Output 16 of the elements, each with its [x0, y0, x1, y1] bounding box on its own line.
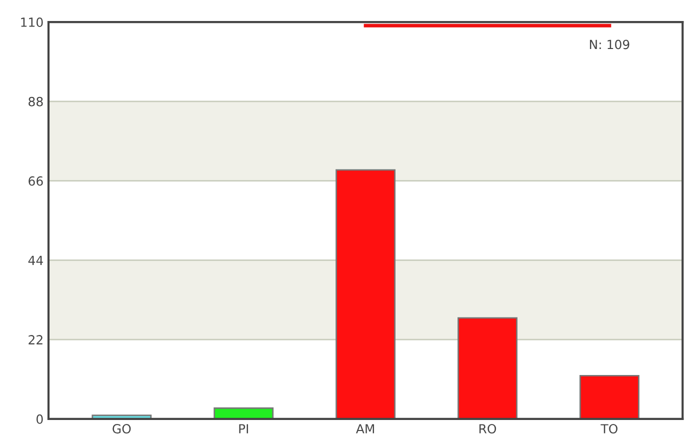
bar: [579, 374, 640, 419]
bar: [336, 169, 396, 419]
annotation: N: 109: [590, 40, 630, 50]
x-tick-label: AM: [356, 424, 374, 434]
x-tick-label: PI: [239, 424, 248, 434]
y-tick-label: 66: [28, 176, 43, 186]
y-tick-label: 110: [21, 18, 43, 27]
y-tick-label: 88: [28, 96, 43, 106]
x-tick-label: RO: [479, 424, 496, 434]
bar: [214, 407, 274, 419]
y-tick-label: 22: [28, 335, 42, 344]
y-tick-label: 0: [36, 414, 43, 424]
x-tick-label: TO: [600, 424, 618, 434]
x-tick-label: GO: [112, 424, 131, 434]
y-tick-label: 44: [28, 256, 43, 265]
bar: [458, 317, 518, 419]
